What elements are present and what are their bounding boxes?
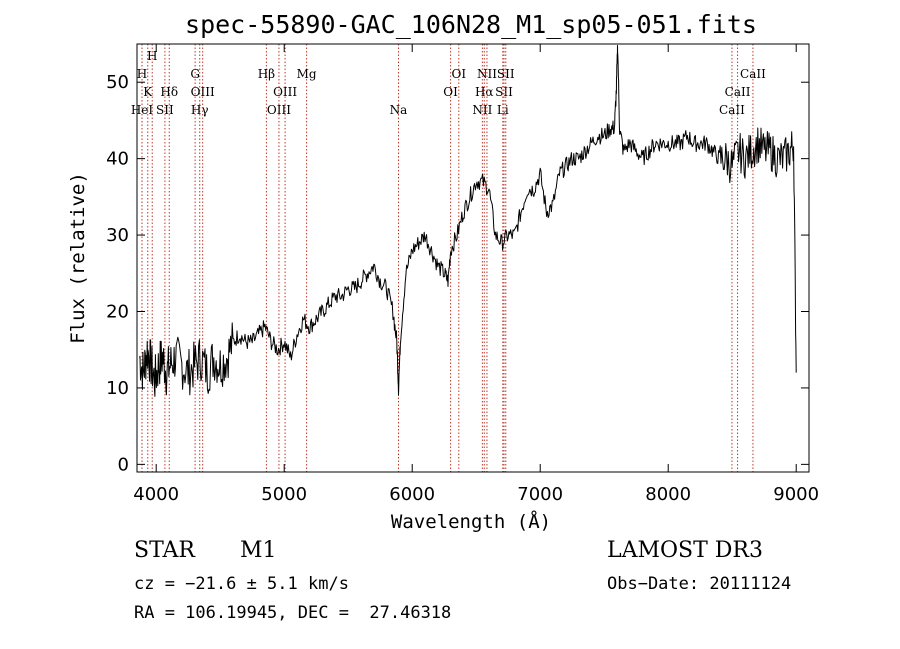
- x-axis-label: Wavelength (Å): [391, 510, 551, 533]
- observation-date: Obs−Date: 20111124: [607, 574, 792, 594]
- line-marker-label: Hδ: [160, 85, 178, 99]
- line-marker-label: G: [190, 67, 200, 81]
- y-tick-label: 50: [106, 72, 129, 93]
- x-axis-ticks: 4000 5000 6000 7000 8000 9000: [133, 44, 819, 505]
- redshift-cz: cz = −21.6 ± 5.1 km/s: [134, 574, 349, 594]
- line-marker-label: CaII: [725, 85, 751, 99]
- line-marker-label: OI: [443, 85, 458, 99]
- line-marker-label: SII: [156, 103, 174, 117]
- plot-frame: [136, 43, 810, 473]
- line-marker-label: H: [137, 67, 147, 81]
- y-tick-label: 10: [106, 378, 129, 399]
- line-marker-label: CaII: [740, 67, 766, 81]
- object-class: STAR: [134, 538, 195, 563]
- object-subclass: M1: [240, 538, 277, 563]
- x-tick-label: 9000: [773, 484, 819, 505]
- line-marker-label: NII: [472, 103, 492, 117]
- x-tick-label: 8000: [645, 484, 691, 505]
- survey-name: LAMOST DR3: [607, 538, 763, 563]
- line-marker-label: Na: [390, 103, 408, 117]
- line-marker-label: Hγ: [191, 103, 209, 117]
- line-marker-label: OIII: [267, 103, 291, 117]
- line-marker-label: CaII: [719, 103, 745, 117]
- line-marker-label: Mg: [297, 67, 317, 81]
- line-marker-label: OIII: [273, 85, 297, 99]
- line-marker-label: H: [147, 49, 157, 63]
- line-marker-label: Hβ: [258, 67, 275, 81]
- x-tick-label: 4000: [133, 484, 179, 505]
- line-marker-label: OI: [452, 67, 467, 81]
- line-marker-label: Hα: [475, 85, 494, 99]
- y-tick-label: 30: [106, 225, 129, 246]
- coordinates: RA = 106.19945, DEC = 27.46318: [134, 603, 452, 623]
- y-tick-label: 40: [106, 149, 129, 170]
- line-marker-label: HeI: [131, 103, 154, 117]
- line-marker-label: SII: [495, 85, 513, 99]
- y-tick-label: 0: [118, 454, 129, 475]
- x-tick-label: 5000: [261, 484, 307, 505]
- spectrum-line: [139, 45, 797, 397]
- y-axis-label: Flux (relative): [67, 172, 89, 344]
- line-marker-label: SII: [497, 67, 515, 81]
- chart-title: spec-55890-GAC_106N28_M1_sp05-051.fits: [185, 10, 757, 39]
- y-tick-label: 20: [106, 302, 129, 323]
- line-marker-label: Li: [497, 103, 509, 117]
- line-marker-label: NII: [477, 67, 497, 81]
- y-axis-ticks: 0 10 20 30 40 50: [106, 72, 809, 475]
- x-tick-label: 7000: [517, 484, 563, 505]
- x-tick-label: 6000: [389, 484, 435, 505]
- line-marker-label: OIII: [191, 85, 215, 99]
- line-marker-label: K: [143, 85, 153, 99]
